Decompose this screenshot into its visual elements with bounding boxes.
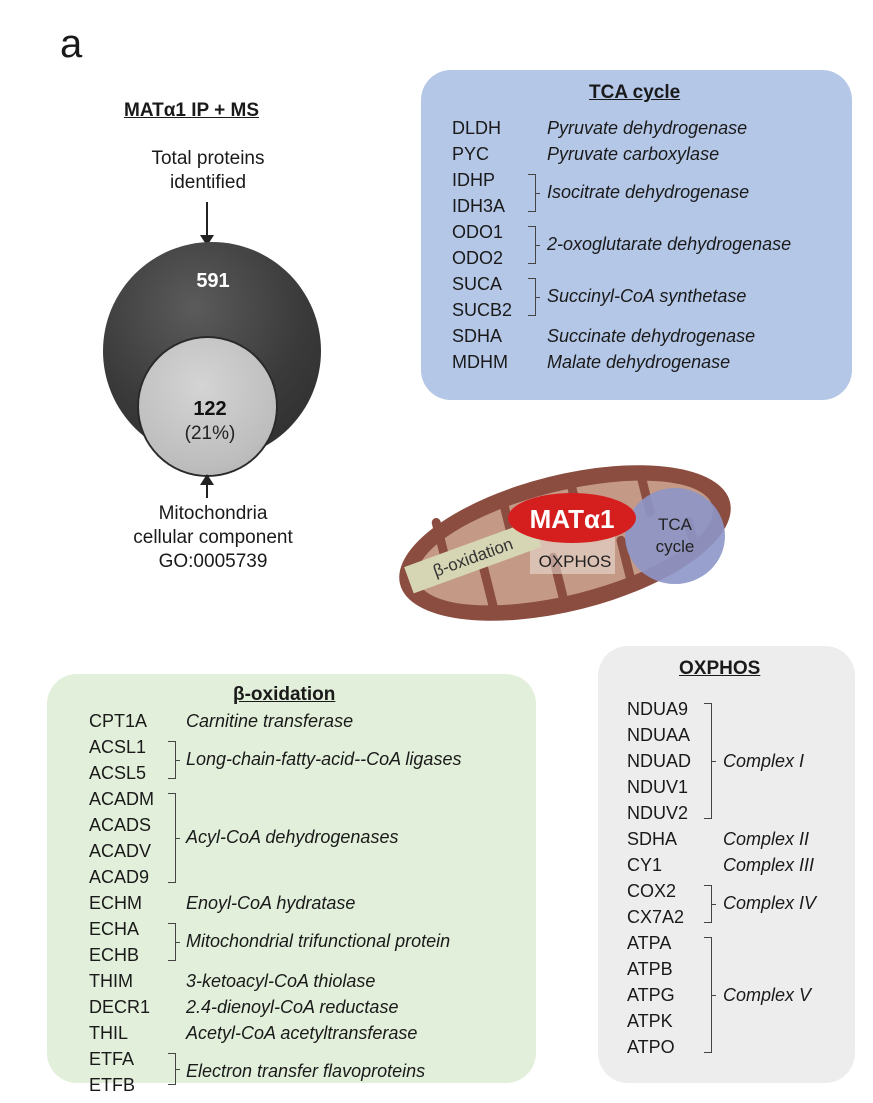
bracket <box>168 923 180 961</box>
beta-oxidation-band <box>404 520 542 594</box>
panel-label: a <box>60 22 83 66</box>
function-label: Isocitrate dehydrogenase <box>547 182 750 202</box>
bracket <box>704 703 716 819</box>
function-label: Complex III <box>723 855 815 875</box>
bracket <box>704 885 716 923</box>
function-label: Pyruvate carboxylase <box>547 144 720 164</box>
gene: IDH3A <box>452 196 506 216</box>
bracket <box>704 937 716 1053</box>
gene: ATPK <box>627 1011 673 1031</box>
gene: ETFA <box>89 1049 135 1069</box>
mito-percent: (21%) <box>184 423 236 444</box>
function-label: Mitochondrial trifunctional protein <box>186 931 451 951</box>
gene: ECHA <box>89 919 140 939</box>
gene: CPT1A <box>89 711 148 731</box>
gene: DLDH <box>452 118 502 138</box>
gene: ACAD9 <box>89 867 150 887</box>
gene: CX7A2 <box>627 907 685 927</box>
gene: SDHA <box>452 326 503 346</box>
tca-title: TCA cycle <box>589 82 681 103</box>
gene: NDUAD <box>627 751 692 771</box>
gene: ACADS <box>89 815 152 835</box>
function-label: Succinyl-CoA synthetase <box>547 286 747 306</box>
gene: SUCA <box>452 274 503 294</box>
mito-component-label: Mitochondria cellular component GO:00057… <box>133 503 293 572</box>
gene: ECHB <box>89 945 140 965</box>
gene: ATPA <box>627 933 672 953</box>
gene: NDUV2 <box>627 803 689 823</box>
beta-oxidation-box: β-oxidation CPT1A ACSL1 ACSL5 ACADM ACAD… <box>47 674 536 1095</box>
function-label: Malate dehydrogenase <box>547 352 731 372</box>
gene: ODO1 <box>452 222 504 242</box>
function-label: Succinate dehydrogenase <box>547 326 756 346</box>
gene: COX2 <box>627 881 677 901</box>
gene: SDHA <box>627 829 678 849</box>
tca-label-line1: TCA <box>658 515 693 534</box>
bracket <box>528 278 540 316</box>
bracket <box>168 741 180 779</box>
function-label: Complex IV <box>723 893 817 913</box>
gene: DECR1 <box>89 997 151 1017</box>
beta-title: β-oxidation <box>233 684 336 705</box>
total-proteins-label: Total proteins identified <box>151 148 265 193</box>
bracket <box>168 1053 180 1085</box>
function-label: Complex II <box>723 829 810 849</box>
mat-alpha1-ellipse <box>508 493 636 543</box>
gene: ECHM <box>89 893 142 913</box>
function-label: Long-chain-fatty-acid--CoA ligases <box>186 749 462 769</box>
gene: THIM <box>89 971 133 991</box>
mat-alpha1-label: MATα1 <box>530 504 615 534</box>
gene: ACADV <box>89 841 152 861</box>
bracket <box>528 174 540 212</box>
function-label: Enoyl-CoA hydratase <box>186 893 356 913</box>
function-label: Pyruvate dehydrogenase <box>547 118 748 138</box>
down-arrow-icon <box>200 202 214 246</box>
function-label: 2-oxoglutarate dehydrogenase <box>547 234 792 254</box>
function-label: Acetyl-CoA acetyltransferase <box>186 1023 418 1043</box>
gene: MDHM <box>452 352 508 372</box>
bracket <box>528 226 540 264</box>
gene: ETFB <box>89 1075 136 1095</box>
oxphos-title: OXPHOS <box>679 658 761 679</box>
gene: ACSL1 <box>89 737 147 757</box>
gene: SUCB2 <box>452 300 513 320</box>
oxphos-box: OXPHOS NDUA9 NDUAA NDUAD NDUV1 NDUV2 SDH… <box>598 646 855 1083</box>
tca-cycle-box: TCA cycle DLDH PYC IDHP IDH3A ODO1 ODO2 … <box>421 70 852 400</box>
gene: ACADM <box>89 789 155 809</box>
gene: NDUA9 <box>627 699 689 719</box>
total-count: 591 <box>196 270 230 292</box>
gene: IDHP <box>452 170 496 190</box>
function-label: Electron transfer flavoproteins <box>186 1061 426 1081</box>
function-label: Complex V <box>723 985 812 1005</box>
tca-region <box>625 488 725 584</box>
oxphos-label: OXPHOS <box>539 552 612 571</box>
gene: ATPO <box>627 1037 675 1057</box>
function-label: Complex I <box>723 751 805 771</box>
up-arrow-icon <box>200 474 214 498</box>
function-label: 2.4-dienoyl-CoA reductase <box>186 997 399 1017</box>
gene: ATPB <box>627 959 673 979</box>
function-label: Acyl-CoA dehydrogenases <box>186 827 399 847</box>
gene: PYC <box>452 144 490 164</box>
ipms-title: MATα1 IP + MS <box>124 100 260 121</box>
gene: THIL <box>89 1023 129 1043</box>
gene: NDUAA <box>627 725 691 745</box>
gene: CY1 <box>627 855 663 875</box>
gene: NDUV1 <box>627 777 689 797</box>
mito-count: 122 <box>193 398 227 420</box>
gene: ATPG <box>627 985 675 1005</box>
function-label: 3-ketoacyl-CoA thiolase <box>186 971 376 991</box>
function-label: Carnitine transferase <box>186 711 354 731</box>
gene: ODO2 <box>452 248 504 268</box>
mitochondrion-diagram: β-oxidation MATα1 OXPHOS TCA cycle <box>399 465 731 621</box>
gene: ACSL5 <box>89 763 147 783</box>
mito-proteins-circle <box>139 338 276 475</box>
bracket <box>168 793 180 883</box>
tca-label-line2: cycle <box>656 537 695 556</box>
